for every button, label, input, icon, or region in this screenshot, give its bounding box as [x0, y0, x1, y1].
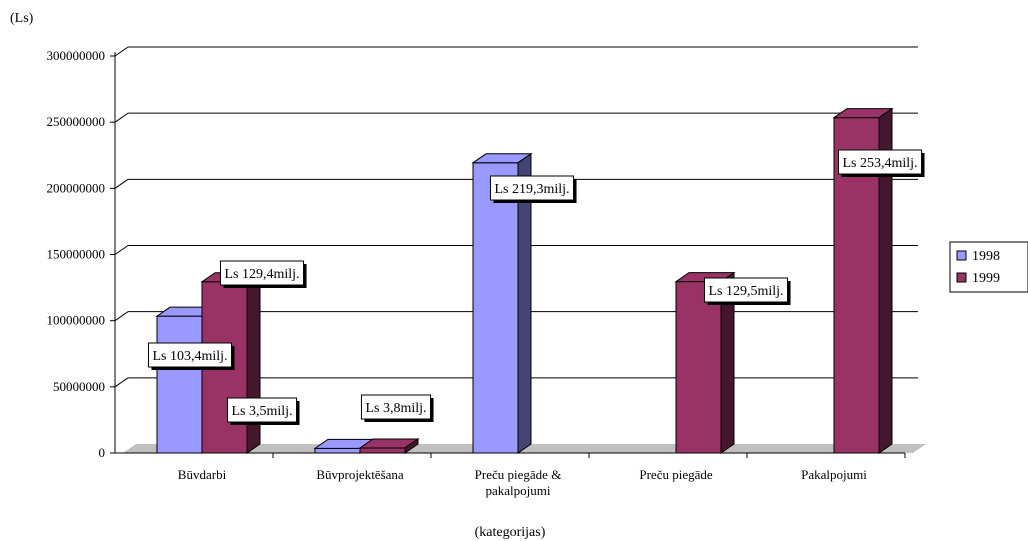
data-label-text: Ls 219,3milj.	[494, 182, 569, 197]
data-label: Ls 103,4milj.	[147, 342, 235, 370]
y-tick-label: 300000000	[47, 48, 106, 63]
y-axis-unit-label: (Ls)	[10, 11, 34, 26]
gridline-depth	[114, 245, 129, 255]
data-label-box	[219, 260, 305, 286]
data-label: Ls 129,4milj.	[219, 260, 307, 288]
bar-1999	[674, 271, 736, 454]
bar-front	[314, 447, 361, 454]
data-label: Ls 219,3milj.	[489, 175, 577, 203]
bar-1999	[358, 438, 420, 454]
data-label: Ls 253,4milj.	[837, 149, 925, 177]
bar-side	[878, 107, 893, 454]
bar-front	[675, 281, 722, 454]
data-label-box	[360, 394, 432, 420]
bar-front	[472, 162, 519, 454]
data-label-box	[147, 342, 233, 368]
category-label: Pakalpojumi	[801, 467, 867, 482]
legend-box	[949, 241, 1028, 293]
legend-label: 1998	[972, 249, 1000, 264]
category-label: Preču piegāde	[639, 467, 713, 482]
data-label-text: Ls 103,4milj.	[152, 349, 227, 364]
bar-1998	[471, 152, 533, 454]
bar-side	[246, 271, 261, 454]
bar-front	[156, 315, 203, 454]
y-tick-label: 50000000	[53, 379, 105, 394]
gridline-depth	[114, 112, 129, 123]
data-label-box	[226, 397, 298, 423]
gridline-depth	[114, 46, 129, 57]
legend: 1998 1999	[949, 241, 1028, 293]
bar-1998	[313, 438, 375, 454]
bar-side	[404, 438, 419, 454]
y-tick-label: 200000000	[47, 180, 106, 195]
y-tick-label: 250000000	[47, 114, 106, 129]
data-label-text: Ls 253,4milj.	[842, 156, 917, 171]
legend-swatch-1999	[956, 272, 967, 283]
gridline-depth	[114, 311, 129, 322]
data-label-box	[837, 149, 923, 175]
legend-label: 1999	[972, 271, 1000, 286]
data-label-text: Ls 3,5milj.	[231, 404, 292, 419]
data-label-text: Ls 129,5milj.	[708, 284, 783, 299]
y-tick-label: 0	[99, 445, 106, 460]
category-label: Būvdarbi	[178, 467, 227, 482]
legend-swatch-1998	[956, 250, 967, 261]
data-label-box	[489, 175, 575, 201]
data-labels: Ls 103,4milj. Ls 3,5milj. Ls 219,3milj. Ls …	[147, 149, 925, 425]
data-label: Ls 3,5milj.	[226, 397, 300, 425]
axes: 0 50000000 100000000 150000000 200000000 2500…	[47, 48, 906, 498]
y-tick-label: 150000000	[47, 247, 106, 262]
bar-side	[517, 152, 532, 454]
data-label-text: Ls 129,4milj.	[224, 267, 299, 282]
data-label-text: Ls 3,8milj.	[365, 401, 426, 416]
gridline-depth	[114, 377, 129, 388]
bar-side	[720, 271, 735, 454]
category-label: Būvprojektēšana	[316, 467, 404, 482]
bar-front	[359, 447, 406, 454]
gridline-depth	[114, 178, 129, 189]
x-axis-title: (kategorijas)	[475, 525, 546, 540]
category-label: Preču piegāde & pakalpojumi	[475, 467, 562, 498]
data-label: Ls 3,8milj.	[360, 394, 434, 422]
y-tick-label: 100000000	[47, 313, 106, 328]
data-label-box	[703, 277, 789, 303]
data-label: Ls 129,5milj.	[703, 277, 791, 305]
